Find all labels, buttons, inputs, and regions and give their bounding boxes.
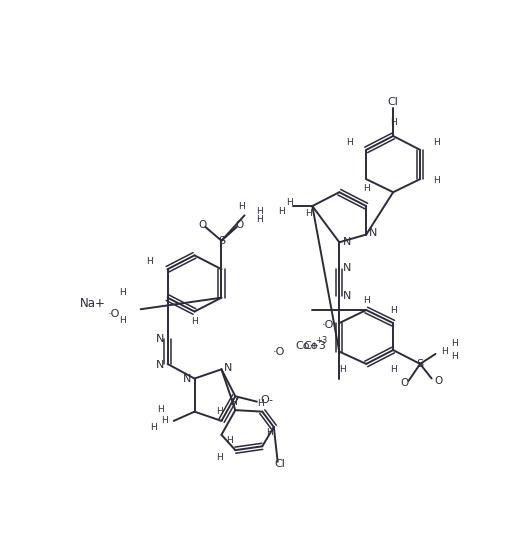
Text: H: H (266, 428, 273, 437)
Text: N: N (156, 361, 164, 370)
Text: Cl: Cl (275, 459, 285, 469)
Text: H: H (226, 437, 233, 445)
Text: H: H (363, 184, 370, 193)
Text: H: H (279, 207, 285, 216)
Text: H: H (119, 317, 126, 325)
Text: H: H (256, 214, 263, 224)
Text: H: H (339, 365, 346, 374)
Text: O: O (199, 219, 207, 230)
Text: H: H (146, 257, 153, 266)
Text: O: O (434, 376, 442, 386)
Text: N: N (343, 291, 352, 301)
Text: S: S (417, 359, 423, 369)
Text: H: H (390, 118, 397, 128)
Text: ·O: ·O (322, 320, 334, 331)
Text: H: H (433, 138, 440, 147)
Text: H: H (230, 398, 236, 407)
Text: H: H (238, 201, 245, 211)
Text: H: H (451, 352, 458, 361)
Text: H: H (441, 347, 448, 356)
Text: O: O (235, 219, 244, 230)
Text: H: H (157, 405, 164, 414)
Text: N: N (343, 263, 352, 273)
Text: H: H (150, 422, 157, 432)
Text: H: H (433, 176, 440, 185)
Text: O: O (400, 378, 408, 388)
Text: N: N (156, 333, 164, 344)
Text: H: H (390, 365, 397, 374)
Text: N: N (224, 363, 232, 373)
Text: Co: Co (303, 341, 318, 351)
Text: H: H (119, 288, 126, 297)
Text: N: N (343, 237, 352, 247)
Text: H: H (217, 407, 223, 416)
Text: S: S (218, 236, 225, 246)
Text: H: H (161, 416, 168, 425)
Text: ·O: ·O (108, 309, 120, 319)
Text: H: H (257, 400, 264, 408)
Text: Cl: Cl (388, 97, 399, 107)
Text: Na+: Na+ (80, 298, 105, 311)
Text: H: H (306, 209, 312, 218)
Text: H: H (191, 317, 198, 326)
Text: H: H (451, 339, 458, 349)
Text: ·O: ·O (273, 348, 285, 357)
Text: Co+3: Co+3 (295, 341, 326, 351)
Text: N: N (183, 374, 191, 384)
Text: +3: +3 (315, 336, 328, 345)
Text: H: H (390, 306, 397, 314)
Text: H: H (217, 453, 223, 462)
Text: H: H (346, 138, 353, 147)
Text: H: H (256, 207, 263, 216)
Text: H: H (286, 198, 293, 207)
Text: N: N (369, 228, 377, 238)
Text: O-: O- (261, 395, 273, 405)
Text: H: H (363, 295, 370, 305)
